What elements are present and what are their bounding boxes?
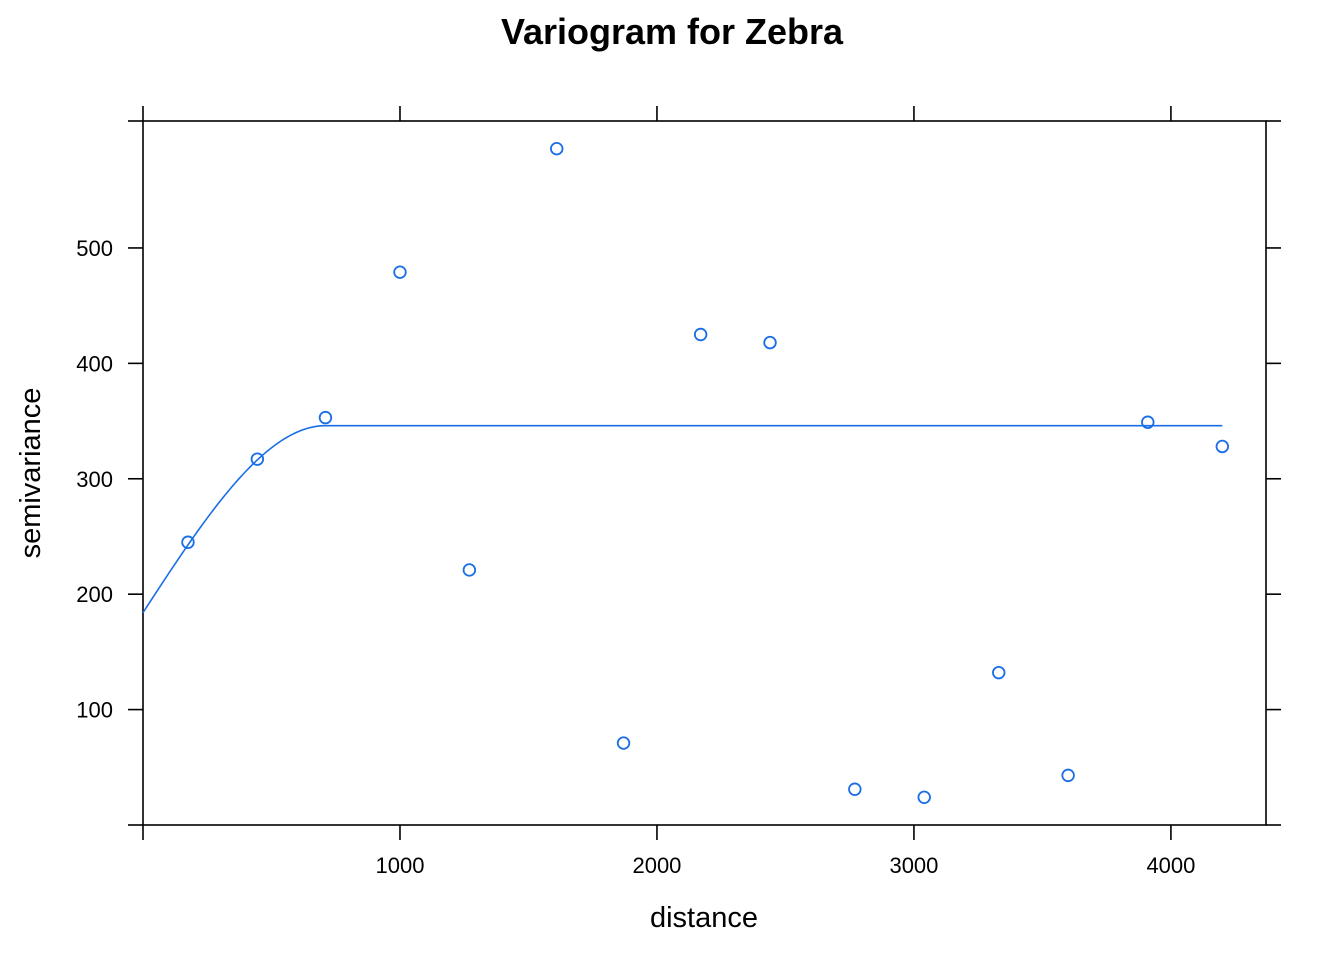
data-point	[616, 736, 631, 750]
tick-labels: 1000 2000 3000 4000 100 200 300 400 500	[76, 236, 1195, 878]
x-tick-label: 1000	[376, 853, 425, 878]
chart-title: Variogram for Zebra	[501, 11, 844, 52]
data-point	[693, 327, 708, 342]
x-tick-label: 2000	[632, 853, 681, 878]
fitted-model-line	[142, 424, 1223, 614]
x-tick-label: 4000	[1146, 853, 1195, 878]
data-point	[462, 563, 477, 577]
data-point	[1141, 415, 1155, 429]
y-tick-label: 400	[76, 351, 113, 376]
y-tick-label: 200	[76, 582, 113, 607]
data-point	[917, 790, 931, 805]
data-point	[992, 665, 1006, 680]
y-axis-label: semivariance	[15, 388, 47, 559]
y-tick-label: 500	[76, 236, 113, 261]
y-tick-label: 100	[76, 698, 113, 723]
x-axis-label: distance	[650, 902, 758, 934]
data-point	[318, 410, 333, 425]
data-point	[550, 141, 564, 156]
data-point	[763, 335, 777, 350]
axis-ticks	[128, 106, 1281, 840]
data-points	[181, 141, 1230, 805]
data-point	[1215, 439, 1230, 454]
data-point	[181, 535, 195, 549]
data-point	[1061, 768, 1075, 783]
x-tick-label: 3000	[889, 853, 938, 878]
plot-frame	[142, 120, 1267, 826]
data-point	[250, 452, 265, 466]
data-point	[848, 782, 862, 796]
y-tick-label: 300	[76, 467, 113, 492]
data-point	[393, 265, 407, 279]
